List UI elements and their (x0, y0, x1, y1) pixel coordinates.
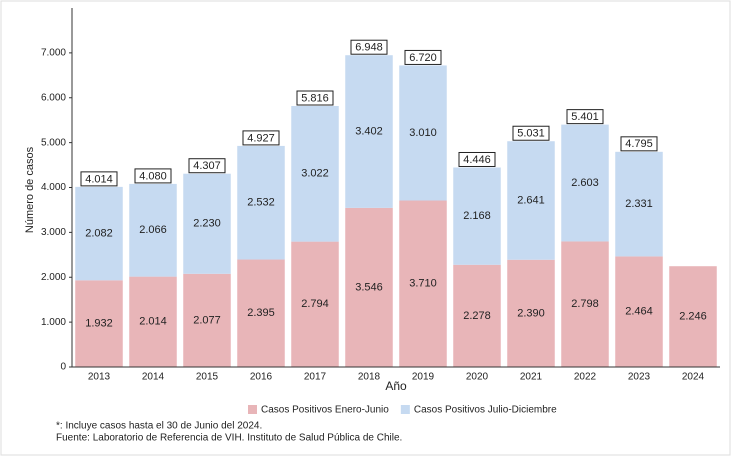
y-tick-label: 5.000 (41, 137, 66, 148)
y-tick-label: 1.000 (41, 317, 66, 328)
value-label: 3.022 (301, 168, 329, 180)
total-label: 4.927 (247, 132, 275, 144)
bar-segment (507, 259, 555, 367)
legend-swatch (248, 405, 257, 414)
x-tick-label: 2021 (520, 372, 543, 383)
bar-segment (237, 259, 285, 367)
bar-segment (561, 241, 609, 367)
value-label: 2.168 (463, 210, 491, 222)
note: Fuente: Laboratorio de Referencia de VIH… (56, 433, 402, 444)
value-label: 2.395 (247, 307, 275, 319)
bar-segment (237, 145, 285, 260)
value-label: 2.014 (139, 316, 167, 328)
total-box (458, 151, 496, 167)
x-tick-label: 2016 (250, 372, 273, 383)
x-tick-label: 2013 (88, 372, 111, 383)
value-label: 2.066 (139, 224, 167, 236)
bar-segment (129, 183, 177, 277)
bar-segment (453, 264, 501, 367)
value-label: 3.402 (355, 125, 383, 137)
bar-segment (291, 106, 339, 242)
y-axis-label: Número de casos (24, 146, 36, 233)
value-label: 2.641 (517, 194, 545, 206)
legend-label: Casos Positivos Enero-Junio (261, 405, 389, 416)
total-label: 5.816 (301, 92, 329, 104)
total-label: 4.307 (193, 160, 221, 172)
value-label: 2.532 (247, 197, 275, 209)
x-tick-label: 2017 (304, 372, 327, 383)
total-box (188, 158, 226, 174)
total-box (350, 39, 388, 55)
value-label: 2.603 (571, 177, 599, 189)
value-label: 2.246 (679, 311, 707, 323)
x-tick-label: 2023 (628, 372, 651, 383)
bar-segment (615, 151, 663, 257)
bar-segment (129, 276, 177, 367)
legend-label: Casos Positivos Julio-Diciembre (414, 405, 557, 416)
bar-segment (615, 256, 663, 367)
bar-segment (75, 186, 123, 281)
total-label: 6.948 (355, 42, 383, 54)
value-label: 3.546 (355, 281, 383, 293)
legend-swatch (400, 405, 410, 414)
bar-segment (453, 167, 501, 265)
total-box (296, 90, 334, 106)
value-label: 2.390 (517, 307, 545, 319)
bar-segment (399, 65, 447, 201)
bar-segment (669, 266, 717, 367)
y-tick-label: 3.000 (41, 227, 66, 238)
value-label: 2.077 (193, 314, 221, 326)
x-tick-label: 2019 (412, 372, 435, 383)
bar-segment (345, 207, 393, 367)
bar-segment (345, 55, 393, 208)
value-label: 3.710 (409, 278, 437, 290)
bar-segment (75, 280, 123, 367)
total-label: 4.080 (139, 170, 167, 182)
value-label: 2.464 (625, 306, 653, 318)
value-label: 2.798 (571, 298, 599, 310)
x-tick-label: 2024 (682, 372, 705, 383)
total-label: 4.446 (463, 154, 491, 166)
value-label: 2.230 (193, 218, 221, 230)
value-label: 2.331 (625, 198, 653, 210)
bar-segment (291, 241, 339, 367)
y-tick-label: 4.000 (41, 182, 66, 193)
x-axis-label: Año (385, 379, 407, 393)
y-tick-label: 7.000 (41, 48, 66, 59)
y-tick-label: 2.000 (41, 272, 66, 283)
value-label: 2.278 (463, 310, 491, 322)
total-label: 5.031 (517, 128, 545, 140)
value-label: 2.794 (301, 298, 329, 310)
bar-segment (399, 200, 447, 367)
total-box (512, 125, 550, 141)
value-label: 3.010 (409, 127, 437, 139)
bar-segment (183, 173, 231, 274)
x-tick-label: 2014 (142, 372, 165, 383)
y-tick-label: 0 (60, 362, 66, 373)
bar-segment (183, 273, 231, 367)
total-box (566, 109, 604, 125)
value-label: 2.082 (85, 227, 113, 239)
total-box (404, 49, 442, 65)
value-label: 1.932 (85, 318, 113, 330)
total-box (620, 136, 658, 152)
note: *: Incluye casos hasta el 30 de Junio de… (56, 421, 262, 432)
x-tick-label: 2015 (196, 372, 219, 383)
total-label: 4.014 (85, 173, 113, 185)
bar-segment (561, 124, 609, 242)
y-tick-label: 6.000 (41, 92, 66, 103)
total-box (134, 168, 172, 184)
total-label: 4.795 (625, 138, 653, 150)
x-tick-label: 2018 (358, 372, 381, 383)
total-box (80, 171, 118, 187)
x-tick-label: 2022 (574, 372, 597, 383)
x-tick-label: 2020 (466, 372, 489, 383)
bar-segment (507, 141, 555, 260)
total-label: 6.720 (409, 52, 437, 64)
total-label: 5.401 (571, 111, 599, 123)
total-box (242, 130, 280, 146)
